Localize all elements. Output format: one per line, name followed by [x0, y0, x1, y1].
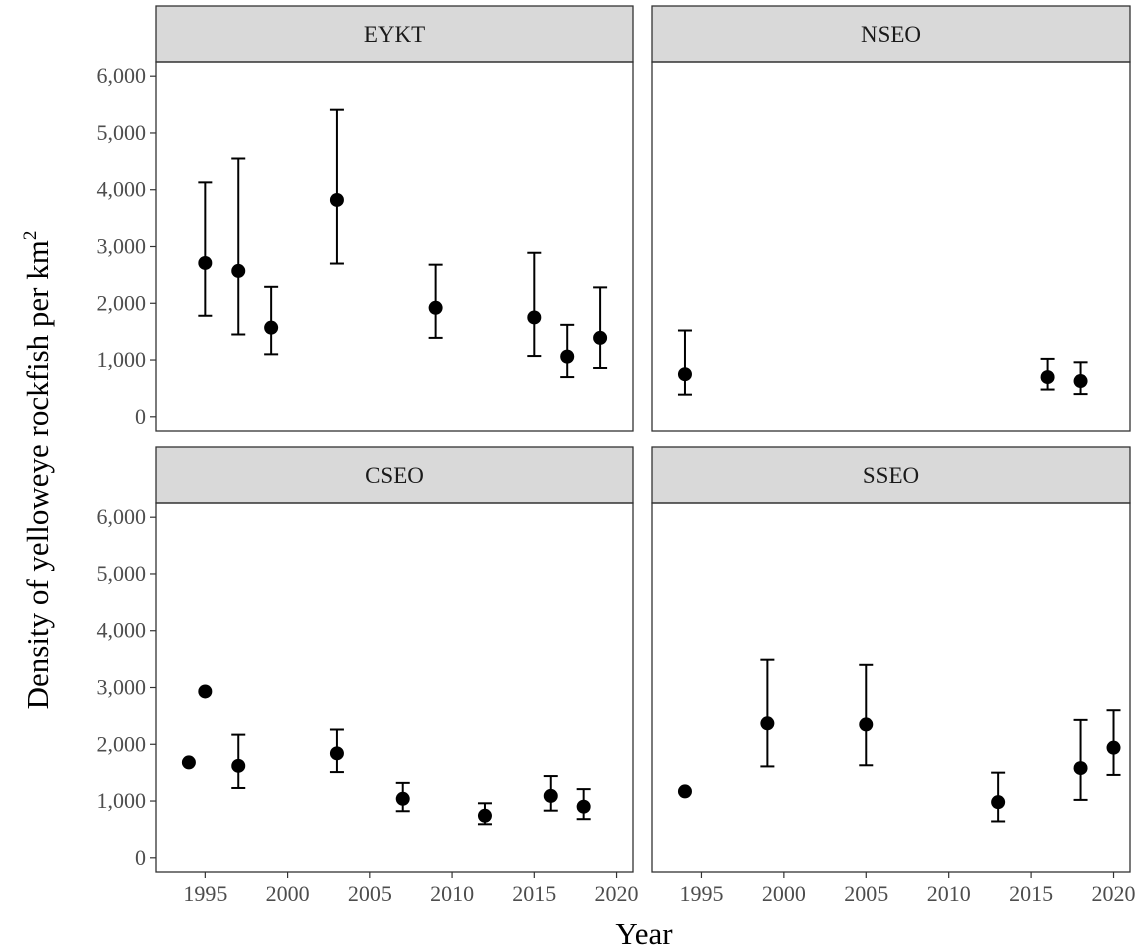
- data-point: [477, 808, 492, 823]
- data-point: [859, 717, 874, 732]
- y-tick-label: 1,000: [97, 788, 147, 813]
- data-point: [264, 320, 279, 335]
- y-axis-title-text: Density of yelloweye rockfish per km: [20, 240, 55, 709]
- strip-label: NSEO: [861, 22, 921, 47]
- strip-label: SSEO: [863, 463, 919, 488]
- y-tick-label: 6,000: [97, 504, 147, 529]
- y-tick-label: 4,000: [97, 177, 147, 202]
- data-point: [231, 758, 246, 773]
- panel-border: [651, 61, 1131, 432]
- panel-nseo: NSEO: [651, 5, 1131, 432]
- x-tick-label: 2010: [430, 881, 474, 906]
- data-point: [1073, 761, 1088, 776]
- x-tick-label: 2010: [927, 881, 971, 906]
- y-tick-label: 5,000: [97, 120, 147, 145]
- panel-cseo: CSEO 0 1,000 2,000 3,000 4,000 5,000 6,000 1995 2…: [97, 446, 639, 906]
- y-tick-label: 4,000: [97, 618, 147, 643]
- panel-border: [155, 502, 634, 873]
- strip-background: [155, 446, 634, 504]
- data-point: [231, 263, 246, 278]
- y-tick-label: 0: [135, 404, 146, 429]
- data-point: [760, 716, 775, 731]
- data-point: [1073, 374, 1088, 389]
- data-point: [576, 799, 591, 814]
- x-tick-label: 2015: [1009, 881, 1053, 906]
- x-tick-label: 1995: [679, 881, 723, 906]
- strip-background: [155, 5, 634, 63]
- x-tick-label: 1995: [183, 881, 227, 906]
- x-tick-label: 2005: [348, 881, 392, 906]
- panel-border: [155, 61, 634, 432]
- data-point: [329, 192, 344, 207]
- x-tick-label: 2015: [512, 881, 556, 906]
- data-point: [181, 755, 196, 770]
- x-tick-label: 2000: [266, 881, 310, 906]
- panels-layer: EYKT 0 1,000 2,000 3,000 4,000 5,000 6,000 NSEO C…: [97, 5, 1136, 906]
- y-tick-label: 5,000: [97, 561, 147, 586]
- strip-label: CSEO: [365, 463, 424, 488]
- panel-sseo: SSEO 1995 2000 2005 2010 2015 2020: [651, 446, 1136, 906]
- y-axis-title: Density of yelloweye rockfish per km2: [20, 231, 55, 710]
- x-tick-label: 2005: [844, 881, 888, 906]
- y-tick-label: 2,000: [97, 290, 147, 315]
- strip-background: [651, 446, 1131, 504]
- y-tick-label: 3,000: [97, 234, 147, 259]
- y-axis-title-superscript: 2: [20, 231, 41, 241]
- data-point: [677, 367, 692, 382]
- data-point: [198, 255, 213, 270]
- y-tick-label: 0: [135, 845, 146, 870]
- y-tick-label: 2,000: [97, 731, 147, 756]
- data-point: [991, 795, 1006, 810]
- strip-label: EYKT: [364, 22, 425, 47]
- panel-border: [651, 502, 1131, 873]
- x-tick-label: 2020: [1092, 881, 1136, 906]
- data-point: [1040, 370, 1055, 385]
- data-point: [560, 349, 575, 364]
- data-point: [677, 784, 692, 799]
- data-point: [395, 791, 410, 806]
- y-tick-label: 3,000: [97, 675, 147, 700]
- data-point: [428, 300, 443, 315]
- data-point: [543, 788, 558, 803]
- data-point: [593, 330, 608, 345]
- x-tick-label: 2000: [762, 881, 806, 906]
- x-axis-title: Year: [615, 916, 673, 950]
- data-point: [527, 310, 542, 325]
- data-point: [1106, 740, 1121, 755]
- data-point: [198, 684, 213, 699]
- y-tick-label: 1,000: [97, 347, 147, 372]
- data-point: [329, 746, 344, 761]
- x-tick-label: 2020: [595, 881, 639, 906]
- strip-background: [651, 5, 1131, 63]
- y-tick-label: 6,000: [97, 63, 147, 88]
- panel-eykt: EYKT 0 1,000 2,000 3,000 4,000 5,000 6,000: [97, 5, 634, 432]
